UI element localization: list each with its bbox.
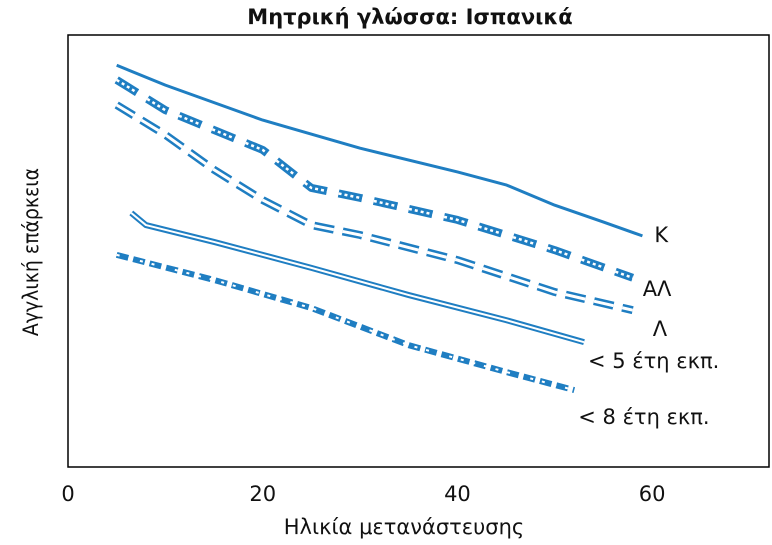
line-inner [130, 212, 585, 344]
x-tick-label: 20 [249, 482, 276, 506]
line-inner [116, 78, 634, 279]
line [115, 251, 576, 394]
series-label: ΑΛ [643, 277, 672, 301]
x-axis-label: Ηλικία μετανάστευσης [284, 515, 525, 539]
plot-frame [67, 34, 770, 468]
x-tick-label: 60 [639, 482, 666, 506]
y-axis-label: Αγγλική επάρκεια [19, 168, 43, 336]
series-label: Λ [653, 317, 668, 341]
line-inner [116, 253, 575, 392]
line [114, 76, 635, 282]
line [116, 63, 643, 238]
line-inner [115, 103, 634, 312]
x-tick-label: 0 [61, 482, 74, 506]
series-label: < 5 έτη εκπ. [588, 349, 719, 373]
x-tick-label: 40 [444, 482, 471, 506]
series-label: Κ [654, 223, 669, 247]
line [114, 101, 634, 315]
series-label: < 8 έτη εκπ. [578, 405, 709, 429]
chart-title: Μητρική γλώσσα: Ισπανικά [247, 5, 572, 29]
